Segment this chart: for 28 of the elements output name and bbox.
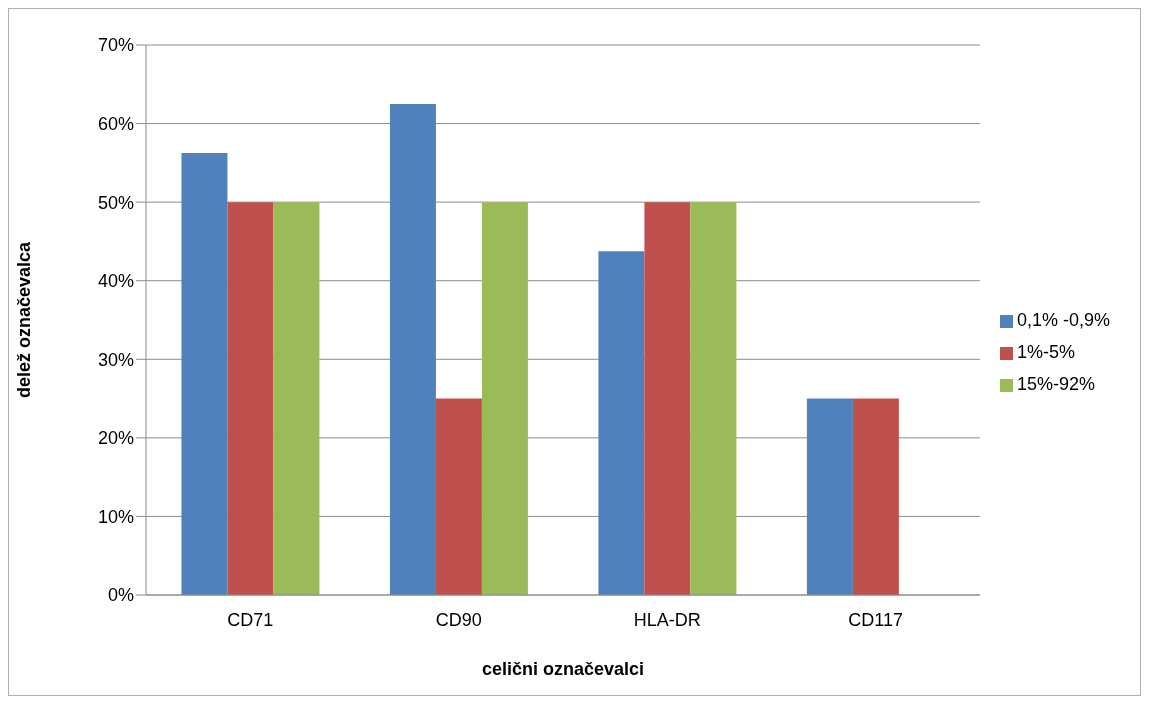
- bar: [644, 202, 691, 595]
- bar: [181, 153, 228, 595]
- legend-label: 15%-92%: [1016, 374, 1095, 394]
- y-tick-label: 40%: [97, 271, 134, 292]
- bar: [690, 202, 737, 595]
- y-tick-label: 30%: [97, 349, 134, 370]
- bar: [227, 202, 274, 595]
- x-axis-title: celični označevalci: [481, 659, 645, 679]
- y-tick-label: 20%: [97, 428, 134, 449]
- y-tick-label: 60%: [97, 113, 134, 134]
- bar: [273, 202, 320, 595]
- bar: [389, 103, 436, 595]
- bar: [806, 398, 853, 595]
- bar: [852, 398, 899, 595]
- x-tick-label: CD117: [848, 609, 904, 630]
- y-tick-label: 50%: [97, 192, 134, 213]
- y-tick-label: 10%: [97, 506, 134, 527]
- x-tick-label: CD90: [435, 609, 482, 630]
- x-tick-label: CD71: [227, 609, 274, 630]
- legend-label: 1%-5%: [1016, 342, 1075, 362]
- bar: [435, 398, 482, 595]
- legend-label: 0,1% -0,9%: [1016, 310, 1110, 330]
- y-axis-title: delež označevalca: [14, 240, 35, 399]
- bar: [481, 202, 528, 595]
- y-tick-label: 70%: [97, 35, 134, 56]
- bar: [598, 251, 645, 595]
- y-tick-label: 0%: [107, 585, 134, 606]
- x-tick-label: HLA-DR: [633, 609, 701, 630]
